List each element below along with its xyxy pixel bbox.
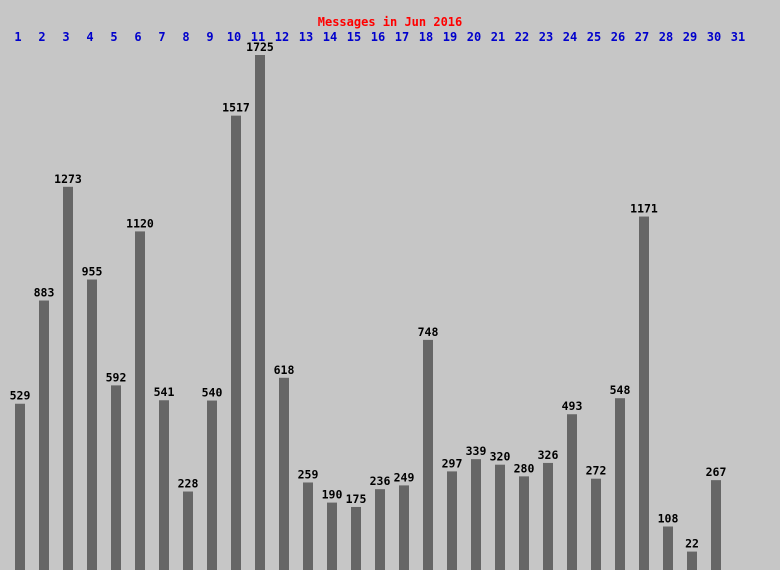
bar xyxy=(423,339,433,570)
x-tick-label: 20 xyxy=(467,30,481,44)
value-label: 339 xyxy=(466,444,487,458)
bar xyxy=(135,231,145,570)
x-tick-label: 22 xyxy=(515,30,529,44)
bar xyxy=(543,462,553,570)
x-tick-label: 17 xyxy=(395,30,409,44)
value-label: 280 xyxy=(514,461,535,475)
value-label: 272 xyxy=(586,464,607,478)
x-tick-label: 29 xyxy=(683,30,697,44)
x-tick-label: 12 xyxy=(275,30,289,44)
value-label: 22 xyxy=(685,537,699,551)
bar xyxy=(255,55,265,570)
bar xyxy=(87,279,97,570)
x-tick-label: 4 xyxy=(86,30,93,44)
x-tick-label: 5 xyxy=(110,30,117,44)
value-label: 541 xyxy=(154,385,175,399)
x-tick-label: 24 xyxy=(563,30,577,44)
value-label: 529 xyxy=(10,389,31,403)
bar xyxy=(447,471,457,570)
x-tick-label: 15 xyxy=(347,30,361,44)
bar xyxy=(519,476,529,570)
bar xyxy=(63,186,73,570)
value-label: 228 xyxy=(178,477,199,491)
x-tick-label: 13 xyxy=(299,30,313,44)
value-label: 249 xyxy=(394,470,415,484)
bar xyxy=(663,526,673,570)
bar xyxy=(351,506,361,570)
value-label: 883 xyxy=(34,286,55,300)
bar xyxy=(327,502,337,570)
value-label: 955 xyxy=(82,265,103,279)
x-tick-label: 16 xyxy=(371,30,385,44)
x-tick-label: 3 xyxy=(62,30,69,44)
bar xyxy=(231,115,241,570)
bar xyxy=(303,482,313,570)
value-label: 320 xyxy=(490,450,511,464)
bar xyxy=(567,414,577,570)
value-label: 618 xyxy=(274,363,295,377)
x-tick-label: 26 xyxy=(611,30,625,44)
value-label: 236 xyxy=(370,474,391,488)
x-tick-label: 7 xyxy=(158,30,165,44)
bar xyxy=(207,400,217,570)
x-tick-label: 31 xyxy=(731,30,745,44)
value-label: 748 xyxy=(418,325,439,339)
value-label: 175 xyxy=(346,492,367,506)
bar xyxy=(279,377,289,570)
value-label: 493 xyxy=(562,399,583,413)
bar xyxy=(399,485,409,570)
x-tick-label: 2 xyxy=(38,30,45,44)
value-label: 297 xyxy=(442,456,463,470)
bar xyxy=(471,459,481,570)
x-tick-label: 23 xyxy=(539,30,553,44)
value-label: 1517 xyxy=(222,101,250,115)
value-label: 540 xyxy=(202,386,223,400)
value-label: 1725 xyxy=(246,40,274,54)
bar xyxy=(15,403,25,570)
bar xyxy=(711,480,721,570)
value-label: 1273 xyxy=(54,172,82,186)
bar xyxy=(111,385,121,570)
bar xyxy=(375,489,385,570)
bar xyxy=(183,491,193,570)
value-label: 326 xyxy=(538,448,559,462)
x-tick-label: 14 xyxy=(323,30,337,44)
x-tick-label: 11 xyxy=(251,30,265,44)
x-tick-label: 9 xyxy=(206,30,213,44)
x-tick-label: 30 xyxy=(707,30,721,44)
value-label: 1120 xyxy=(126,216,154,230)
x-tick-label: 27 xyxy=(635,30,649,44)
bar xyxy=(687,551,697,570)
value-label: 108 xyxy=(658,512,679,526)
x-tick-label: 19 xyxy=(443,30,457,44)
bar xyxy=(495,464,505,570)
chart-title: Messages in Jun 2016 xyxy=(318,15,463,29)
x-tick-label: 10 xyxy=(227,30,241,44)
value-label: 548 xyxy=(610,383,631,397)
value-label: 592 xyxy=(106,370,127,384)
bar xyxy=(591,478,601,570)
x-tick-label: 25 xyxy=(587,30,601,44)
value-label: 190 xyxy=(322,488,343,502)
value-label: 259 xyxy=(298,467,319,481)
x-tick-label: 21 xyxy=(491,30,505,44)
bar xyxy=(159,400,169,570)
x-tick-label: 8 xyxy=(182,30,189,44)
x-tick-label: 1 xyxy=(14,30,21,44)
bar xyxy=(639,216,649,570)
x-tick-label: 6 xyxy=(134,30,141,44)
bar xyxy=(39,300,49,570)
bar xyxy=(615,398,625,570)
x-tick-label: 18 xyxy=(419,30,433,44)
x-tick-label: 28 xyxy=(659,30,673,44)
value-label: 1171 xyxy=(630,202,658,216)
value-label: 267 xyxy=(706,465,727,479)
